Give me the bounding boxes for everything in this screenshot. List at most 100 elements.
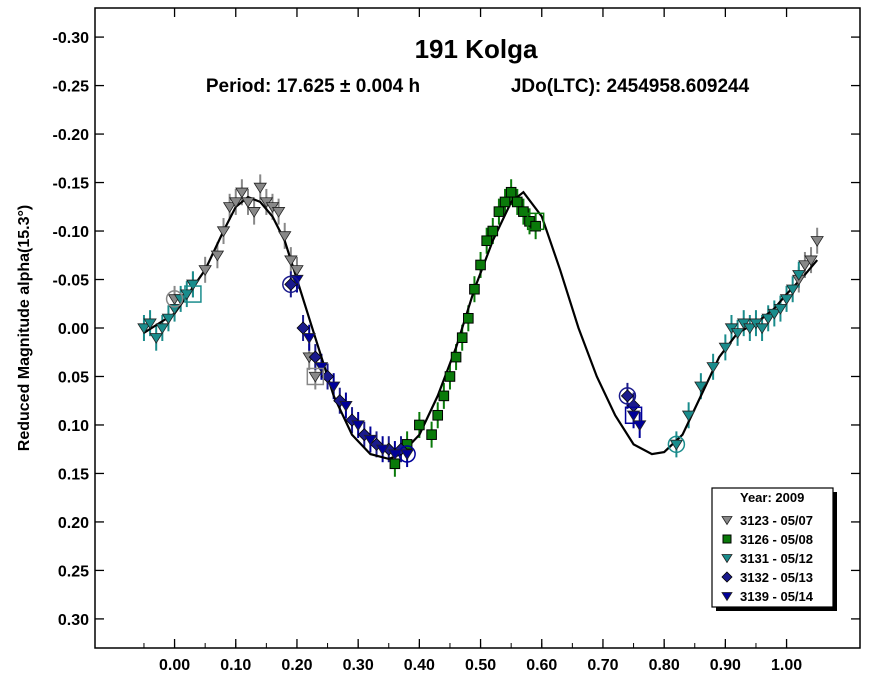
data-point [277, 231, 292, 243]
data-point [669, 439, 684, 451]
data-point [161, 313, 176, 325]
annotation-circle [282, 275, 300, 294]
data-point [694, 381, 708, 393]
data-point [487, 225, 499, 237]
y-axis-label: Reduced Magnitude alpha(15.3°) [16, 205, 33, 451]
y-tick-label: -0.30 [53, 30, 90, 47]
legend-marker [722, 534, 732, 544]
data-point [773, 304, 788, 315]
annotation-markers [165, 212, 686, 463]
x-tick-label: 0.50 [465, 657, 496, 674]
data-point [432, 409, 444, 421]
data-point [779, 294, 794, 306]
chart-subtitle-epoch: JDo(LTC): 2454958.609244 [511, 76, 750, 97]
data-point [149, 333, 163, 344]
x-axis: 0.00 0.10 0.20 0.30 0.40 0.50 0.60 0.70 0.80 0.90… [143, 8, 802, 674]
data-point [271, 207, 286, 218]
data-point [499, 196, 511, 208]
data-point [481, 235, 492, 247]
legend-shadow-right [833, 492, 837, 611]
data-point [414, 419, 425, 431]
data-point [761, 313, 775, 325]
data-point [284, 255, 298, 267]
data-point [339, 400, 353, 412]
x-tick-label: 0.00 [159, 657, 190, 674]
data-point [475, 259, 486, 271]
legend-label: 3132 - 05/13 [740, 570, 813, 585]
data-point [792, 270, 806, 281]
x-tick-label: 0.70 [587, 657, 618, 674]
data-point [400, 449, 414, 461]
data-point [438, 390, 450, 402]
y-tick-label: -0.10 [53, 224, 90, 241]
data-point [743, 323, 757, 335]
chart-title: 191 Kolga [415, 34, 538, 64]
legend: Year: 2009 3123 - 05/07 3126 - 05/08 3131 … [711, 487, 837, 611]
x-tick-label: 0.60 [526, 657, 557, 674]
y-tick-label: 0.00 [58, 321, 89, 338]
legend-items: 3123 - 05/07 3126 - 05/08 3131 - 05/12 3132… [721, 513, 814, 604]
annotation-circle [667, 435, 686, 454]
legend-marker [721, 571, 733, 583]
data-point [798, 260, 812, 272]
y-tick-label: 0.05 [58, 369, 89, 386]
data-point [137, 323, 151, 335]
data-point [247, 207, 261, 218]
data-point [180, 289, 194, 301]
data-point [363, 434, 378, 446]
annotation-square [526, 212, 545, 231]
data-point [450, 351, 462, 363]
data-point [241, 197, 255, 209]
data-point [530, 220, 541, 232]
x-tick-label: 0.40 [404, 657, 435, 674]
data-point [308, 371, 323, 383]
x-tick-label: 0.30 [343, 657, 374, 674]
y-tick-label: -0.15 [53, 176, 90, 193]
annotation-circle [618, 387, 637, 405]
data-point [302, 333, 316, 344]
data-point [389, 458, 401, 470]
y-tick-label: -0.25 [53, 79, 90, 96]
y-tick-label: 0.30 [58, 612, 89, 629]
data-point [216, 226, 231, 238]
y-tick-label: -0.20 [53, 127, 90, 144]
data-point [804, 255, 818, 267]
y-axis: -0.30 -0.25 -0.20 -0.15 -0.10 -0.05 0.00 0.05 0.… [53, 30, 860, 629]
y-tick-label: -0.05 [53, 273, 90, 290]
legend-marker [721, 554, 733, 564]
annotation-square [306, 367, 325, 386]
legend-label: 3139 - 05/14 [740, 589, 814, 604]
y-tick-label: 0.15 [58, 466, 89, 483]
data-point [755, 323, 769, 335]
legend-shadow-bottom [716, 607, 837, 611]
data-points [137, 182, 824, 470]
data-point [511, 196, 523, 208]
data-point [210, 250, 225, 262]
data-point [326, 381, 341, 393]
data-point [186, 279, 200, 291]
data-point [155, 323, 170, 335]
data-point [253, 182, 267, 194]
data-point [518, 206, 529, 217]
x-tick-label: 0.90 [710, 657, 741, 674]
data-point [626, 410, 641, 422]
annotation-circle [398, 445, 416, 463]
data-point [290, 265, 304, 276]
data-point [444, 371, 456, 382]
legend-marker [721, 516, 733, 526]
data-point [730, 328, 745, 340]
data-point [718, 342, 733, 354]
legend-label: 3131 - 05/12 [740, 551, 813, 566]
data-point [681, 410, 696, 422]
data-point [222, 202, 237, 213]
y-tick-label: 0.20 [58, 515, 89, 532]
annotation-square [624, 406, 643, 425]
data-point [505, 186, 517, 198]
legend-label: 3123 - 05/07 [740, 513, 813, 528]
x-tick-label: 1.00 [771, 657, 802, 674]
data-point [198, 265, 212, 276]
legend-label: 3126 - 05/08 [740, 532, 813, 547]
data-point [810, 236, 824, 247]
chart-subtitle-period: Period: 17.625 ± 0.004 h [206, 76, 420, 97]
